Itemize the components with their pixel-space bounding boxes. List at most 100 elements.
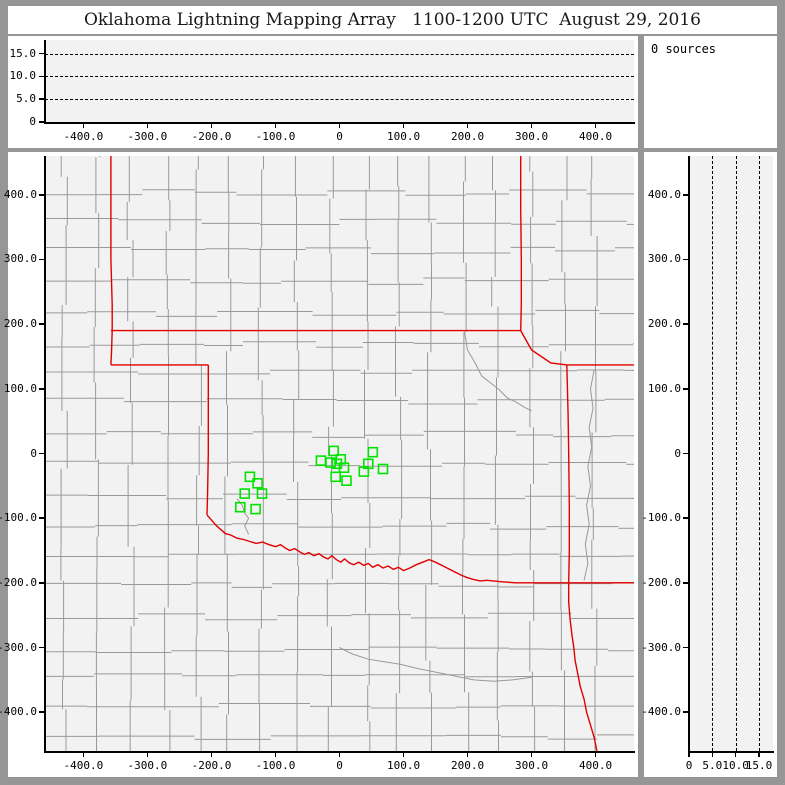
state-border-texas-panhandle-east [206, 364, 209, 515]
height-profile-y-tick [683, 388, 689, 390]
height-profile-y-tick-label: 300.0 [647, 252, 681, 266]
plan-view-y-tick [39, 582, 45, 584]
height-profile-y-tick-label: 100.0 [647, 381, 681, 395]
time-height-x-tick-label: 400.0 [579, 130, 613, 143]
plan-view-y-tick-label: -300.0 [0, 640, 37, 654]
time-height-x-tick-label: 100.0 [386, 130, 421, 143]
plan-view-x-tick [210, 751, 213, 757]
map-vector-layer [45, 156, 634, 751]
time-height-y-tick [39, 98, 45, 100]
height-profile-y-tick-label: -100.0 [641, 511, 681, 525]
plan-view-x-tick-label: -400.0 [63, 759, 104, 772]
map-background [45, 156, 634, 751]
time-height-x-tick [274, 122, 277, 128]
plan-view-y-tick-label: -200.0 [0, 575, 37, 589]
plan-view-y-tick [39, 452, 45, 455]
plan-view-y-tick-label: 0 [30, 446, 37, 460]
time-height-y-tick-label: 5.0 [16, 92, 36, 106]
plan-view-x-tick-label: -100.0 [255, 759, 296, 772]
plan-view-y-tick-label: 100.0 [3, 381, 37, 395]
source-marker [244, 471, 256, 483]
source-marker [250, 503, 261, 515]
county-boundaries [45, 156, 634, 751]
plan-view-y-tick [39, 517, 45, 519]
plan-view-y-tick [39, 194, 45, 196]
height-profile-y-tick [683, 452, 689, 455]
source-marker [235, 501, 246, 513]
time-height-panel[interactable]: 0 5.0 10.0 15.0 -400.0 -300.0 -200.0 -100.0 0 100… [8, 36, 638, 148]
plan-view-x-tick-label: 0 [336, 759, 343, 772]
state-border-new-mexico [110, 156, 113, 365]
plan-view-x-tick [82, 751, 85, 757]
height-profile-y-tick-label: -200.0 [641, 575, 681, 589]
time-height-y-tick-label: 15.0 [9, 46, 37, 60]
plan-view-x-tick [338, 751, 341, 757]
height-profile-y-tick [683, 711, 689, 713]
height-profile-x-tick [688, 751, 690, 757]
height-profile-x-tick [711, 751, 714, 757]
height-profile-gridline [735, 156, 737, 751]
plan-view-x-tick [530, 751, 533, 757]
height-profile-x-tick [758, 751, 760, 757]
plan-view-y-tick-label: 400.0 [3, 187, 37, 201]
state-border-oklahoma-arkansas [566, 364, 570, 583]
height-profile-x-tick-label: 5.0 [702, 759, 723, 772]
source-marker [367, 446, 379, 458]
height-profile-y-tick-label: 0 [674, 446, 681, 460]
source-marker [338, 462, 350, 474]
state-border-texas-arkansas-southeast [568, 582, 598, 751]
plan-view-y-tick [39, 258, 45, 261]
source-count-label: 0 sources [651, 42, 717, 56]
time-height-x-tick-label: 200.0 [450, 130, 485, 143]
plan-view-plot-area[interactable] [45, 156, 634, 751]
height-profile-plot-area[interactable] [689, 156, 773, 751]
source-marker [358, 466, 370, 477]
state-border-oklahoma-northeast [520, 330, 567, 366]
height-profile-gridline [712, 156, 714, 751]
state-border-red-river [206, 514, 569, 584]
time-height-x-tick [594, 122, 597, 128]
source-markers [235, 445, 389, 515]
plan-view-x-tick-label: -200.0 [191, 759, 232, 772]
height-profile-y-tick [683, 323, 689, 325]
time-height-plot-area[interactable] [45, 40, 634, 122]
time-height-y-tick-label: 10.0 [9, 69, 37, 83]
height-profile-y-tick [683, 582, 689, 584]
time-height-gridline [45, 99, 634, 101]
time-height-x-tick-label: -200.0 [191, 130, 232, 143]
plan-view-y-tick-label: 300.0 [3, 252, 37, 266]
state-border-kansas-east [520, 156, 522, 331]
height-profile-x-tick-label: 10.0 [722, 759, 749, 772]
time-height-x-tick-label: -100.0 [255, 130, 296, 143]
plan-view-x-tick [402, 751, 405, 757]
plan-view-y-tick [39, 711, 45, 713]
title-bar: Oklahoma Lightning Mapping Array 1100-12… [8, 6, 777, 34]
source-marker [377, 463, 389, 475]
plan-view-x-tick-label: -300.0 [127, 759, 168, 772]
source-marker [252, 477, 263, 489]
plan-view-x-tick-label: 300.0 [515, 759, 549, 772]
height-profile-y-tick-label: -400.0 [641, 705, 681, 719]
height-profile-y-tick [683, 258, 689, 261]
height-profile-y-tick [683, 517, 689, 519]
time-height-y-axis [44, 40, 46, 123]
height-profile-x-tick-label: 15.0 [745, 759, 773, 772]
plan-view-x-tick [466, 751, 469, 757]
source-marker [256, 488, 268, 499]
time-height-y-tick-label: 0 [29, 115, 36, 128]
time-height-x-tick-label: -300.0 [127, 130, 168, 143]
plan-view-y-tick-label: 200.0 [3, 317, 37, 331]
plan-view-map-panel[interactable]: 400.0 300.0 200.0 100.0 0 -100.0 -200.0 -300.0 -… [0, 152, 638, 777]
plan-view-x-tick [146, 751, 149, 757]
time-height-y-tick [39, 75, 45, 78]
height-profile-y-tick [683, 646, 689, 649]
height-profile-panel[interactable]: 400.0 300.0 200.0 100.0 0 -100.0 -200.0 -300.0 -… [641, 152, 777, 777]
time-height-x-tick [82, 122, 85, 128]
time-height-x-tick-label: -400.0 [63, 130, 104, 143]
height-profile-y-tick [683, 194, 689, 196]
height-profile-gridline [759, 156, 760, 751]
source-marker [325, 457, 336, 468]
time-height-x-tick [466, 122, 469, 128]
time-height-gridline [45, 53, 634, 55]
